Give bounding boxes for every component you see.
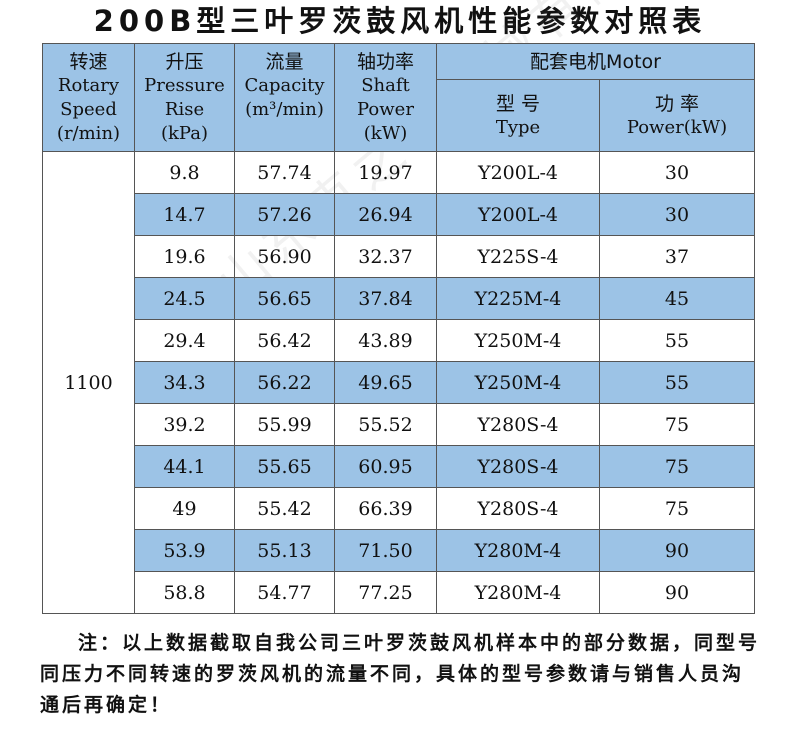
pressure-cell: 53.9 bbox=[134, 529, 235, 572]
motor-power-cell: 30 bbox=[599, 193, 755, 236]
shaft-power-cell: 71.50 bbox=[334, 529, 437, 572]
pressure-cell: 44.1 bbox=[134, 445, 235, 488]
pressure-cell: 19.6 bbox=[134, 235, 235, 278]
pressure-cell: 9.8 bbox=[134, 151, 235, 194]
header-motor-group: 配套电机Motor bbox=[436, 43, 755, 80]
shaft-power-cell: 37.84 bbox=[334, 277, 437, 320]
pressure-cell: 24.5 bbox=[134, 277, 235, 320]
motor-type-cell: Y280S-4 bbox=[436, 487, 600, 530]
footnote: 注：以上数据截取自我公司三叶罗茨鼓风机样本中的部分数据，同型号同压力不同转速的罗… bbox=[40, 632, 761, 716]
header-capacity: 流量 Capacity (m³/min) bbox=[234, 43, 335, 152]
motor-power-cell: 45 bbox=[599, 277, 755, 320]
motor-power-cell: 90 bbox=[599, 571, 755, 614]
table-row: 24.5 56.65 37.84 Y225M-4 45 bbox=[43, 277, 755, 320]
capacity-cell: 56.22 bbox=[234, 361, 335, 404]
table-header: 转速 Rotary Speed (r/min) 升压 Pressure Rise… bbox=[42, 43, 755, 152]
performance-table: 转速 Rotary Speed (r/min) 升压 Pressure Rise… bbox=[42, 43, 755, 614]
capacity-cell: 55.65 bbox=[234, 445, 335, 488]
motor-power-cell: 75 bbox=[599, 445, 755, 488]
shaft-power-cell: 19.97 bbox=[334, 151, 437, 194]
pressure-cell: 14.7 bbox=[134, 193, 235, 236]
motor-power-cell: 75 bbox=[599, 487, 755, 530]
header-motor-type: 型 号 Type bbox=[436, 79, 600, 152]
motor-type-cell: Y225M-4 bbox=[436, 277, 600, 320]
motor-power-cell: 37 bbox=[599, 235, 755, 278]
capacity-cell: 56.90 bbox=[234, 235, 335, 278]
header-motor-power: 功 率 Power(kW) bbox=[599, 79, 755, 152]
motor-power-cell: 55 bbox=[599, 361, 755, 404]
table-row: 44.1 55.65 60.95 Y280S-4 75 bbox=[43, 445, 755, 488]
motor-type-cell: Y225S-4 bbox=[436, 235, 600, 278]
capacity-cell: 57.26 bbox=[234, 193, 335, 236]
shaft-power-cell: 26.94 bbox=[334, 193, 437, 236]
shaft-power-cell: 43.89 bbox=[334, 319, 437, 362]
motor-power-cell: 30 bbox=[599, 151, 755, 194]
motor-type-cell: Y250M-4 bbox=[436, 361, 600, 404]
table-row: 19.6 56.90 32.37 Y225S-4 37 bbox=[43, 235, 755, 278]
capacity-cell: 56.65 bbox=[234, 277, 335, 320]
table-row: 58.8 54.77 77.25 Y280M-4 90 bbox=[43, 571, 755, 614]
shaft-power-cell: 49.65 bbox=[334, 361, 437, 404]
motor-power-cell: 90 bbox=[599, 529, 755, 572]
table-row: 14.7 57.26 26.94 Y200L-4 30 bbox=[43, 193, 755, 236]
pressure-cell: 39.2 bbox=[134, 403, 235, 446]
rotary-speed-value: 1100 bbox=[42, 151, 135, 614]
motor-type-cell: Y200L-4 bbox=[436, 193, 600, 236]
table-row: 53.9 55.13 71.50 Y280M-4 90 bbox=[43, 529, 755, 572]
motor-type-cell: Y250M-4 bbox=[436, 319, 600, 362]
table-row: 1100 9.8 57.74 19.97 Y200L-4 30 bbox=[42, 151, 755, 614]
motor-power-cell: 55 bbox=[599, 319, 755, 362]
shaft-power-cell: 32.37 bbox=[334, 235, 437, 278]
pressure-cell: 34.3 bbox=[134, 361, 235, 404]
motor-type-cell: Y280M-4 bbox=[436, 529, 600, 572]
pressure-cell: 49 bbox=[134, 487, 235, 530]
motor-type-cell: Y280M-4 bbox=[436, 571, 600, 614]
shaft-power-cell: 60.95 bbox=[334, 445, 437, 488]
pressure-cell: 29.4 bbox=[134, 319, 235, 362]
motor-type-cell: Y280S-4 bbox=[436, 403, 600, 446]
table-row: 29.4 56.42 43.89 Y250M-4 55 bbox=[43, 319, 755, 362]
pressure-cell: 58.8 bbox=[134, 571, 235, 614]
table-row: 49 55.42 66.39 Y280S-4 75 bbox=[43, 487, 755, 530]
motor-type-cell: Y200L-4 bbox=[436, 151, 600, 194]
shaft-power-cell: 77.25 bbox=[334, 571, 437, 614]
header-rotary-speed: 转速 Rotary Speed (r/min) bbox=[42, 43, 135, 152]
table-row: 39.2 55.99 55.52 Y280S-4 75 bbox=[43, 403, 755, 446]
capacity-cell: 55.42 bbox=[234, 487, 335, 530]
header-shaft-power: 轴功率 Shaft Power (kW) bbox=[334, 43, 437, 152]
motor-power-cell: 75 bbox=[599, 403, 755, 446]
page-title: 200B型三叶罗茨鼓风机性能参数对照表 bbox=[93, 4, 707, 38]
header-pressure-rise: 升压 Pressure Rise (kPa) bbox=[134, 43, 235, 152]
capacity-cell: 55.99 bbox=[234, 403, 335, 446]
shaft-power-cell: 55.52 bbox=[334, 403, 437, 446]
capacity-cell: 54.77 bbox=[234, 571, 335, 614]
table-body: 1100 9.8 57.74 19.97 Y200L-4 30 14.7 57.… bbox=[42, 151, 755, 614]
shaft-power-cell: 66.39 bbox=[334, 487, 437, 530]
motor-type-cell: Y280S-4 bbox=[436, 445, 600, 488]
capacity-cell: 56.42 bbox=[234, 319, 335, 362]
capacity-cell: 57.74 bbox=[234, 151, 335, 194]
table-row: 34.3 56.22 49.65 Y250M-4 55 bbox=[43, 361, 755, 404]
capacity-cell: 55.13 bbox=[234, 529, 335, 572]
